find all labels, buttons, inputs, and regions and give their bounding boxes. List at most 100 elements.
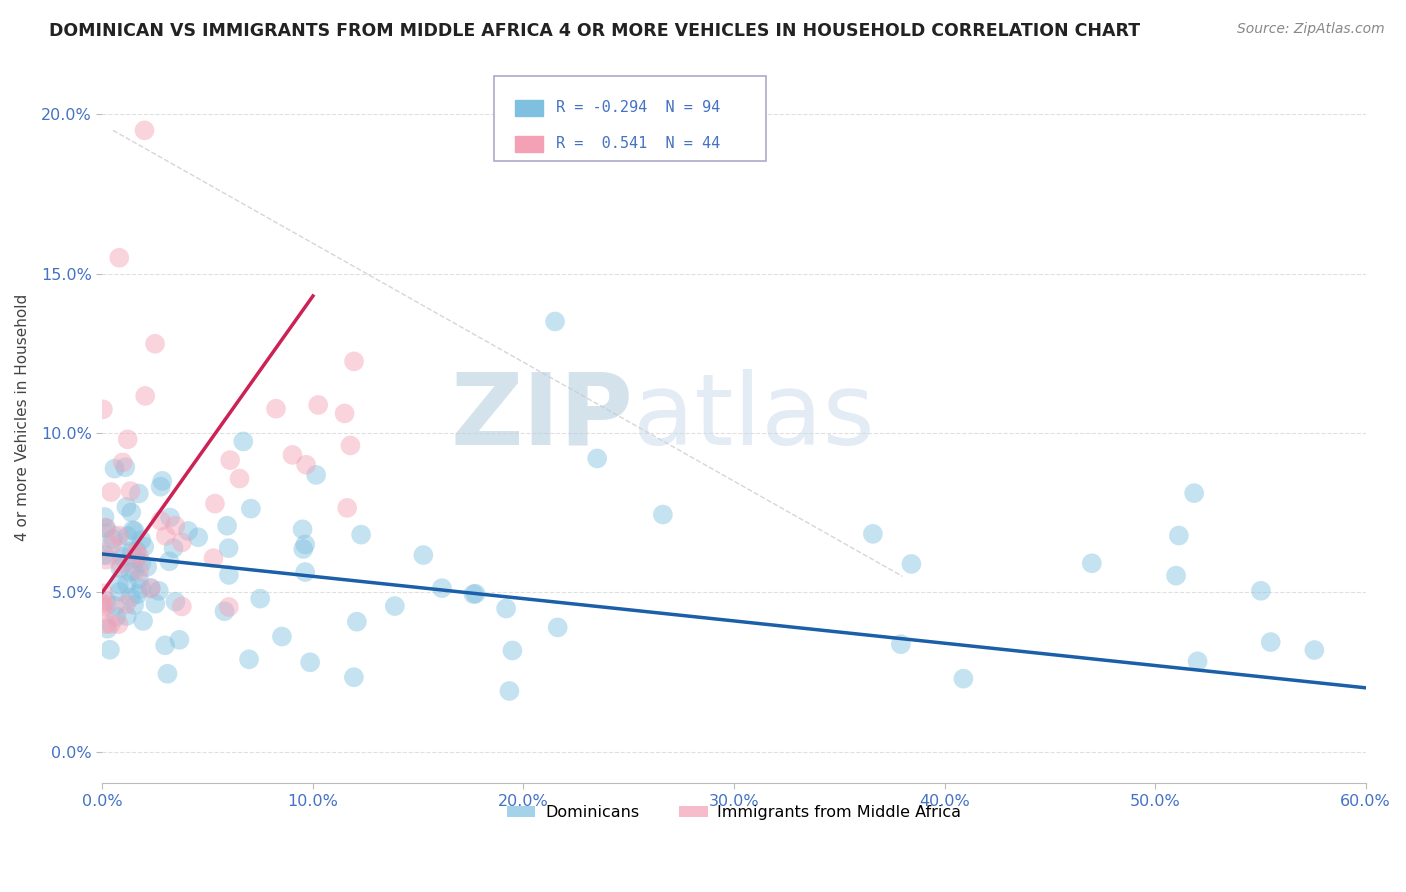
- Point: [249, 591, 271, 606]
- Point: [128, 549, 150, 563]
- Point: [157, 554, 180, 568]
- Point: [218, 599, 240, 614]
- Point: [120, 505, 142, 519]
- Point: [91, 597, 114, 611]
- Point: [1182, 486, 1205, 500]
- Point: [862, 526, 884, 541]
- Point: [159, 510, 181, 524]
- Point: [115, 500, 138, 514]
- Point: [121, 523, 143, 537]
- Y-axis label: 4 or more Vehicles in Household: 4 or more Vehicles in Household: [15, 293, 30, 541]
- Point: [108, 585, 131, 599]
- Point: [333, 406, 356, 420]
- Point: [294, 537, 316, 551]
- Point: [218, 541, 240, 555]
- Point: [149, 514, 172, 528]
- Point: [114, 460, 136, 475]
- Point: [100, 539, 122, 553]
- Point: [124, 524, 146, 539]
- Point: [96, 599, 118, 613]
- Point: [219, 453, 242, 467]
- Point: [98, 642, 121, 657]
- Point: [120, 565, 142, 579]
- Point: [94, 520, 117, 534]
- Point: [103, 461, 125, 475]
- Point: [384, 599, 406, 613]
- Point: [139, 581, 162, 595]
- Point: [952, 672, 974, 686]
- Point: [464, 587, 486, 601]
- Point: [153, 638, 176, 652]
- Point: [292, 541, 315, 556]
- Point: [547, 620, 569, 634]
- Point: [143, 597, 166, 611]
- Point: [117, 529, 139, 543]
- Point: [134, 389, 156, 403]
- Point: [131, 582, 153, 596]
- Legend: Dominicans, Immigrants from Middle Africa: Dominicans, Immigrants from Middle Afric…: [501, 799, 967, 827]
- Point: [204, 497, 226, 511]
- Point: [336, 500, 359, 515]
- Point: [125, 543, 148, 558]
- Point: [299, 655, 322, 669]
- Point: [93, 510, 115, 524]
- Point: [295, 458, 318, 472]
- Point: [96, 622, 118, 636]
- Point: [1164, 568, 1187, 582]
- Point: [94, 521, 117, 535]
- Point: [91, 599, 114, 614]
- Point: [117, 433, 139, 447]
- Point: [1187, 654, 1209, 668]
- Point: [890, 637, 912, 651]
- Point: [122, 598, 145, 612]
- Point: [346, 615, 368, 629]
- Point: [214, 604, 236, 618]
- Point: [291, 522, 314, 536]
- Point: [96, 537, 118, 551]
- Point: [187, 530, 209, 544]
- Point: [91, 586, 114, 600]
- Point: [107, 617, 129, 632]
- Point: [120, 591, 142, 605]
- Point: [132, 614, 155, 628]
- Point: [294, 565, 316, 579]
- Point: [105, 609, 128, 624]
- Point: [165, 594, 187, 608]
- Point: [115, 577, 138, 591]
- Point: [104, 599, 127, 613]
- Point: [343, 670, 366, 684]
- Point: [100, 617, 122, 632]
- Text: atlas: atlas: [633, 368, 875, 466]
- FancyBboxPatch shape: [494, 77, 766, 161]
- Point: [498, 684, 520, 698]
- Point: [343, 354, 366, 368]
- Point: [228, 471, 250, 485]
- Point: [202, 551, 225, 566]
- Point: [165, 518, 187, 533]
- Point: [93, 548, 115, 562]
- Point: [110, 558, 132, 572]
- Point: [94, 552, 117, 566]
- Point: [350, 527, 373, 541]
- Point: [156, 666, 179, 681]
- Point: [108, 251, 131, 265]
- Point: [217, 518, 239, 533]
- Text: R =  0.541  N = 44: R = 0.541 N = 44: [555, 136, 720, 152]
- Point: [586, 451, 609, 466]
- Point: [501, 643, 523, 657]
- Point: [150, 474, 173, 488]
- Point: [111, 455, 134, 469]
- Point: [1260, 635, 1282, 649]
- Point: [169, 632, 191, 647]
- Point: [134, 123, 156, 137]
- Point: [125, 546, 148, 560]
- Point: [281, 448, 304, 462]
- Point: [900, 557, 922, 571]
- Point: [1081, 556, 1104, 570]
- Text: Source: ZipAtlas.com: Source: ZipAtlas.com: [1237, 22, 1385, 37]
- Point: [143, 336, 166, 351]
- Point: [128, 572, 150, 586]
- Point: [96, 593, 118, 607]
- Point: [170, 599, 193, 614]
- Point: [264, 401, 287, 416]
